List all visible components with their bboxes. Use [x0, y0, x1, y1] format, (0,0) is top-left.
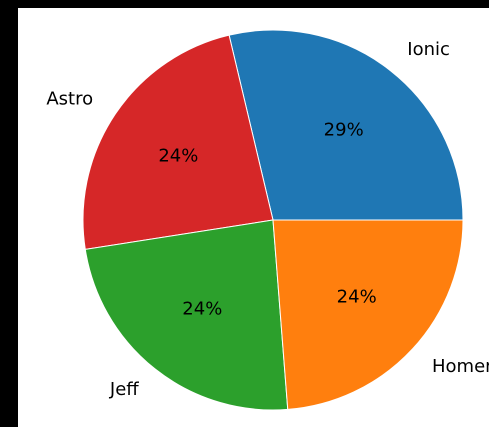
- pie-slice-homer: [272, 219, 464, 410]
- pie-category-labels: Ionic Astro Jeff Homer: [46, 39, 489, 400]
- category-label-jeff: Jeff: [109, 379, 139, 400]
- percent-label-ionic: 29%: [324, 120, 364, 141]
- percent-label-jeff: 24%: [182, 298, 222, 319]
- percent-label-astro: 24%: [158, 145, 198, 166]
- pie-slice-astro: [82, 34, 274, 251]
- pie-slice-jeff: [84, 219, 289, 411]
- category-label-homer: Homer: [432, 356, 489, 377]
- category-label-astro: Astro: [46, 88, 93, 109]
- pie-slice-ionic: [228, 29, 464, 221]
- pie-percent-labels: 29% 24% 24% 24%: [158, 120, 376, 320]
- category-label-ionic: Ionic: [407, 39, 450, 60]
- percent-label-homer: 24%: [337, 286, 377, 307]
- pie-slices: [82, 29, 464, 411]
